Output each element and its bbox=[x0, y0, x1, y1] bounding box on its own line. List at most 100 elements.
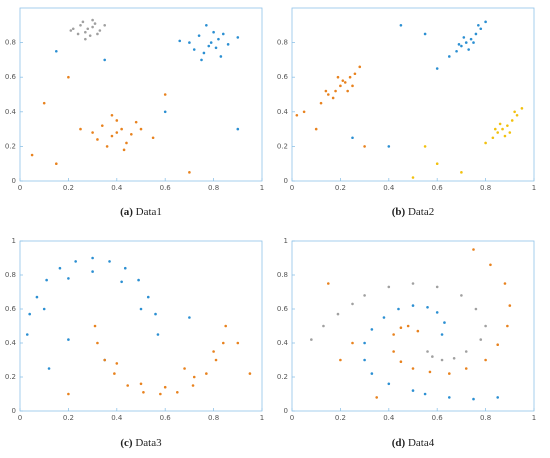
point bbox=[392, 333, 395, 336]
point bbox=[428, 370, 432, 374]
axes-frame bbox=[19, 240, 263, 412]
point bbox=[28, 312, 31, 316]
y-tick-label: 1 bbox=[284, 237, 288, 245]
point bbox=[460, 294, 463, 297]
point bbox=[484, 20, 487, 24]
point bbox=[55, 49, 58, 53]
point bbox=[493, 127, 497, 131]
point bbox=[91, 18, 94, 22]
point bbox=[188, 41, 191, 44]
y-tick-label: 0.4 bbox=[277, 339, 289, 347]
point bbox=[91, 270, 94, 273]
point bbox=[191, 384, 195, 387]
point bbox=[501, 127, 504, 131]
y-tick-label: 0.4 bbox=[5, 108, 17, 116]
x-tick-label: 0.2 bbox=[63, 184, 74, 192]
point bbox=[226, 43, 230, 46]
point bbox=[47, 367, 51, 370]
point bbox=[86, 27, 90, 31]
y-tick-label: 0.8 bbox=[5, 39, 16, 47]
point bbox=[397, 307, 400, 311]
point bbox=[139, 307, 143, 311]
point bbox=[42, 101, 46, 105]
point bbox=[115, 119, 119, 122]
point bbox=[115, 362, 119, 365]
point bbox=[506, 124, 509, 127]
point bbox=[435, 311, 439, 314]
point bbox=[327, 93, 330, 96]
point bbox=[339, 84, 342, 88]
x-tick-label: 0.6 bbox=[160, 184, 172, 192]
point bbox=[76, 32, 80, 36]
point bbox=[30, 153, 34, 157]
point bbox=[212, 30, 215, 34]
x-tick-label: 0.8 bbox=[480, 414, 491, 422]
point bbox=[341, 79, 345, 82]
point bbox=[431, 355, 434, 358]
point bbox=[496, 396, 500, 399]
point bbox=[217, 37, 220, 41]
point bbox=[163, 385, 167, 389]
point bbox=[387, 145, 391, 148]
y-tick-label: 0.6 bbox=[277, 73, 289, 81]
point bbox=[351, 302, 354, 306]
x-tick-label: 0.4 bbox=[383, 414, 395, 422]
point bbox=[399, 326, 403, 330]
point bbox=[71, 27, 75, 31]
point bbox=[200, 58, 203, 62]
point bbox=[134, 120, 138, 124]
point bbox=[221, 341, 225, 345]
point bbox=[84, 30, 87, 34]
point bbox=[197, 34, 201, 37]
point bbox=[188, 171, 191, 174]
point bbox=[67, 277, 70, 280]
point bbox=[192, 48, 196, 51]
point bbox=[130, 132, 133, 136]
point bbox=[348, 75, 352, 79]
point bbox=[45, 278, 48, 282]
point bbox=[472, 397, 475, 401]
point bbox=[515, 113, 519, 117]
point bbox=[479, 338, 483, 341]
point bbox=[496, 131, 500, 134]
point bbox=[346, 89, 349, 93]
point bbox=[154, 312, 157, 316]
point bbox=[452, 357, 456, 360]
x-tick-label: 1 bbox=[532, 184, 536, 192]
x-tick-label: 0.4 bbox=[111, 414, 123, 422]
point bbox=[214, 46, 218, 50]
caption-label: (a) bbox=[120, 206, 133, 218]
point bbox=[25, 333, 29, 336]
point bbox=[464, 41, 468, 44]
point bbox=[392, 350, 395, 353]
point bbox=[484, 141, 487, 145]
point bbox=[343, 81, 347, 84]
point bbox=[156, 333, 160, 336]
point bbox=[319, 101, 323, 105]
point bbox=[443, 321, 446, 324]
point bbox=[336, 75, 340, 79]
point bbox=[460, 44, 463, 48]
point bbox=[508, 304, 512, 307]
y-tick-label: 0.8 bbox=[5, 271, 16, 279]
point bbox=[411, 367, 415, 370]
point bbox=[139, 382, 143, 386]
x-tick-label: 1 bbox=[532, 414, 536, 422]
point bbox=[207, 44, 211, 48]
point bbox=[440, 358, 444, 362]
point bbox=[411, 282, 415, 285]
point bbox=[491, 136, 495, 140]
point bbox=[411, 176, 415, 179]
point bbox=[426, 350, 429, 353]
point bbox=[98, 29, 102, 32]
point bbox=[387, 285, 391, 289]
point bbox=[448, 396, 451, 399]
point bbox=[336, 312, 340, 316]
caption: (b) Data2 bbox=[392, 206, 434, 218]
point bbox=[221, 32, 225, 36]
point bbox=[93, 22, 97, 25]
point bbox=[183, 367, 186, 370]
caption-title: Data2 bbox=[408, 206, 434, 218]
point bbox=[100, 124, 104, 127]
